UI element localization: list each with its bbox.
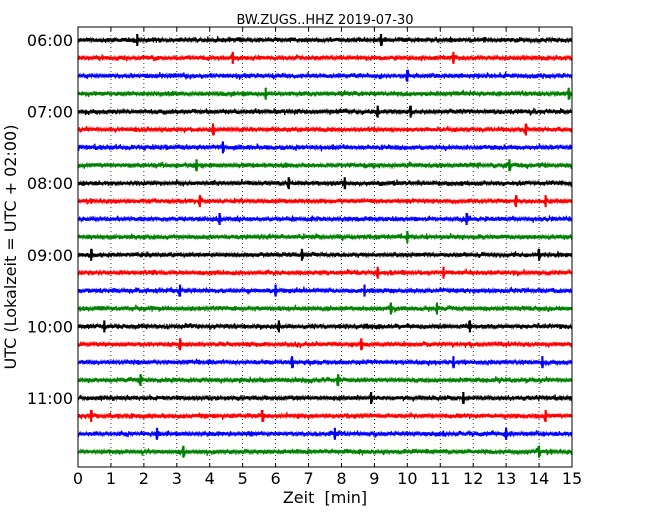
y-axis-label: UTC (Lokalzeit = UTC + 02:00): [1, 125, 20, 370]
trace-line: [77, 141, 573, 152]
trace-line: [77, 356, 573, 369]
x-tick-label: 0: [73, 469, 83, 488]
trace-line: [77, 410, 573, 422]
x-tick-label: 8: [336, 469, 346, 488]
x-axis: 0 1 2 3 4 5 6 7 8 9 10 11 12 13 14 15: [73, 27, 582, 488]
y-tick-label: 08:00: [27, 174, 73, 193]
trace-line: [77, 34, 573, 46]
trace-line: [77, 123, 573, 136]
x-tick-label: 3: [172, 469, 182, 488]
x-tick-label: 12: [463, 469, 483, 488]
plot-frame: [77, 26, 573, 468]
trace-line: [77, 338, 573, 350]
y-tick-label: 07:00: [27, 103, 73, 122]
trace-line: [77, 285, 573, 297]
trace-line: [77, 213, 573, 224]
y-axis: 06:00 07:00 08:00 09:00 10:00 11:00: [27, 31, 572, 408]
trace-line: [77, 52, 573, 63]
y-tick-label: 10:00: [27, 317, 73, 336]
trace-line: [77, 177, 573, 189]
y-tick-label: 06:00: [27, 31, 73, 50]
x-tick-label: 11: [430, 469, 450, 488]
trace-line: [77, 89, 573, 100]
trace-line: [77, 232, 573, 242]
x-tick-label: 1: [106, 469, 116, 488]
y-tick-label: 11:00: [27, 389, 73, 408]
x-tick-label: 2: [139, 469, 149, 488]
trace-line: [77, 304, 573, 314]
x-axis-label: Zeit [min]: [283, 488, 367, 507]
trace-line: [77, 320, 573, 332]
trace-group: [77, 34, 573, 458]
chart-title: BW.ZUGS..HHZ 2019-07-30: [236, 13, 413, 28]
trace-line: [77, 106, 573, 117]
x-tick-label: 14: [529, 469, 549, 488]
x-tick-label: 4: [205, 469, 215, 488]
x-tick-label: 9: [369, 469, 379, 488]
trace-line: [77, 69, 573, 81]
trace-line: [77, 195, 573, 206]
x-tick-label: 7: [303, 469, 313, 488]
trace-line: [77, 445, 573, 458]
x-tick-label: 6: [271, 469, 281, 488]
x-tick-label: 13: [496, 469, 516, 488]
x-tick-label: 10: [397, 469, 417, 488]
trace-line: [77, 160, 573, 172]
trace-line: [77, 267, 573, 278]
trace-line: [77, 428, 573, 440]
trace-line: [77, 249, 573, 260]
x-tick-label: 15: [562, 469, 582, 488]
trace-line: [77, 393, 573, 404]
x-tick-label: 5: [238, 469, 248, 488]
trace-line: [77, 375, 573, 386]
y-tick-label: 09:00: [27, 246, 73, 265]
x-gridlines: [110, 27, 540, 467]
